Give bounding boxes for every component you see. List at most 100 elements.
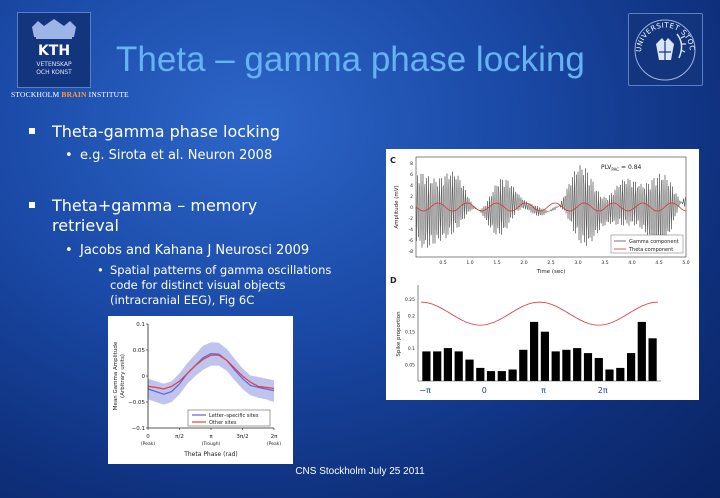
- c-x-tick-label: 3.5: [601, 260, 608, 266]
- c-y-tick-label: -6: [409, 238, 414, 244]
- c-y-tick-label: 4: [410, 183, 413, 189]
- x-tick-sublabel: (Peak): [267, 441, 281, 447]
- spike-bar: [465, 359, 474, 381]
- y-tick-label: −0.05: [128, 400, 145, 406]
- y-axis-label-1: Mean Gamma Amplitude: [113, 341, 119, 410]
- x-tick-label: 2π: [271, 434, 278, 440]
- spike-bar: [422, 351, 431, 381]
- legend: Letter–specific sites Other sites: [187, 409, 271, 427]
- su-seal-icon: UNIVERSITET STOCKHOLMS: [626, 8, 696, 81]
- kth-logo: KTH VETENSKAP OCH KONST: [17, 12, 91, 88]
- spike-bar: [594, 358, 603, 381]
- c-x-tick-label: 2.5: [547, 260, 554, 266]
- spike-bar: [497, 371, 506, 381]
- c-y-tick-label: -8: [409, 249, 414, 255]
- bullet-2-1-text: Jacobs and Kahana J Neurosci 2009: [80, 243, 310, 258]
- x-tick-label: π: [209, 434, 213, 440]
- confidence-band: [148, 342, 274, 405]
- panel-d-label: D: [390, 276, 397, 285]
- series-line-1: [147, 354, 275, 390]
- bullet-2-1-1: • Spatial patterns of gamma oscillations…: [97, 263, 332, 308]
- sub-bullet-marker: •: [65, 243, 73, 258]
- institute-label: STOCKHOLM BRAIN INSTITUTE: [11, 90, 129, 99]
- gamma-trace: [415, 165, 687, 250]
- bullet-2-line-1: Theta+gamma – memory: [52, 196, 258, 215]
- gamma-amplitude-chart: 0.10.050−0.05−0.1 0(Peak)π/2 π(Trough)3π/…: [113, 322, 281, 458]
- su-logo: UNIVERSITET STOCKHOLMS: [626, 8, 703, 86]
- bullet-marker: [29, 128, 35, 134]
- spike-bar: [540, 331, 549, 381]
- bullet-2: Theta+gamma – memory retrieval: [29, 196, 258, 236]
- slide-title: Theta – gamma phase locking: [116, 40, 585, 79]
- d-y-tick-label: 0.2: [408, 313, 415, 319]
- institute-suffix: INSTITUTE: [88, 90, 129, 99]
- spike-bar: [476, 367, 485, 381]
- y-tick-label: −0.1: [132, 426, 145, 432]
- theta-phase-curve: [420, 301, 659, 326]
- c-x-tick-label: 2.0: [520, 260, 527, 266]
- c-x-tick-label: 0.5: [439, 260, 446, 266]
- spike-bar: [616, 367, 625, 381]
- panel-d-ylabel: Spike proportion: [396, 311, 402, 357]
- kth-crest-icon: KTH VETENSKAP OCH KONST: [32, 19, 76, 76]
- d-y-tick-label: 0.05: [405, 363, 415, 369]
- spike-bar: [443, 348, 452, 381]
- institute-prefix: STOCKHOLM: [11, 90, 60, 99]
- spike-bar: [637, 321, 646, 381]
- bullet-marker: [29, 202, 35, 208]
- sub-bullet-marker: •: [65, 148, 73, 163]
- bullet-1: Theta-gamma phase locking: [29, 122, 281, 142]
- y-axis-label-2: (Arbitrary units): [120, 354, 126, 398]
- kth-logo-line2: VETENSKAP: [36, 61, 72, 68]
- bullet-2-1-1-line-3: (intracranial EEG), Fig 6C: [110, 293, 255, 307]
- d-x-tick-label: 2π: [598, 386, 608, 395]
- x-tick-sublabel: (Trough): [202, 441, 221, 447]
- phase-locking-chart: C PLVPAC = 0.84 8 6 4 2 0 -2 -4 -6 -8 0.5 1.0 1.5 2.…: [390, 156, 690, 395]
- institute-brain: BRAIN: [61, 90, 87, 99]
- sub-sub-bullet-marker: •: [97, 263, 104, 277]
- x-axis-label: Theta Phase (rad): [183, 451, 238, 458]
- kth-logo-line3: OCH KONST: [36, 69, 72, 76]
- d-x-tick-label: −π: [419, 386, 431, 395]
- d-y-tick-label: 0.15: [405, 330, 415, 336]
- spike-bar: [583, 353, 593, 381]
- d-x-tick-label: 0: [482, 386, 487, 395]
- y-tick-label: 0.1: [136, 322, 145, 328]
- panel-c-ylabel: Amplitude (mV): [394, 185, 400, 228]
- x-tick-label: 3π/2: [236, 434, 248, 440]
- bullet-2-1-1-line-2: code for distinct visual objects: [110, 278, 286, 292]
- spike-bar: [562, 349, 571, 381]
- c-x-tick-label: 3.0: [574, 260, 581, 266]
- bullet-2-line-2: retrieval: [52, 216, 119, 235]
- x-tick-label: 0: [146, 434, 150, 440]
- bullet-1-text: Theta-gamma phase locking: [52, 122, 281, 141]
- bullet-1-1: • e.g. Sirota et al. Neuron 2008: [65, 147, 272, 164]
- x-tick-label: π/2: [175, 434, 184, 440]
- figure-gamma-amplitude: 0.1 0.05 0 −0.05 −0.1 0 (Peak) π/2 π (Trough) 3π/…: [108, 316, 293, 464]
- bullet-2-1-1-line-1: Spatial patterns of gamma oscillations: [110, 263, 332, 277]
- figure-phase-locking: C PLVPAC = 0.84 8 6 4 2 0 -2 -4 -6 -8 0.5 1.0 1.5 2.…: [386, 149, 699, 400]
- spike-bar: [530, 321, 539, 381]
- c-y-tick-label: -2: [409, 216, 414, 222]
- d-y-tick-label: 0.25: [405, 297, 415, 303]
- bullet-2-1: • Jacobs and Kahana J Neurosci 2009: [65, 242, 310, 259]
- x-tick-sublabel: (Peak): [141, 441, 155, 447]
- kth-logo-text: KTH: [38, 43, 70, 59]
- c-x-tick-label: 4.5: [655, 260, 662, 266]
- panel-c-legend: Gamma component Theta component: [610, 234, 684, 254]
- c-y-tick-label: 2: [410, 194, 413, 200]
- spike-bar: [648, 338, 657, 381]
- d-y-tick-label: 0.1: [408, 346, 415, 352]
- legend-entry-specific: Letter–specific sites: [209, 413, 259, 419]
- panel-c-label: C: [390, 156, 396, 165]
- d-x-tick-label: π: [541, 386, 546, 395]
- panel-c-xlabel: Time (sec): [536, 269, 566, 275]
- c-x-tick-label: 1.0: [466, 260, 473, 266]
- footer-text: CNS Stockholm July 25 2011: [295, 466, 425, 477]
- legend-theta: Theta component: [628, 247, 673, 253]
- c-y-tick-label: -4: [409, 227, 414, 233]
- legend-entry-other: Other sites: [209, 420, 237, 426]
- legend-gamma: Gamma component: [629, 239, 679, 245]
- y-tick-label: 0.05: [133, 348, 146, 354]
